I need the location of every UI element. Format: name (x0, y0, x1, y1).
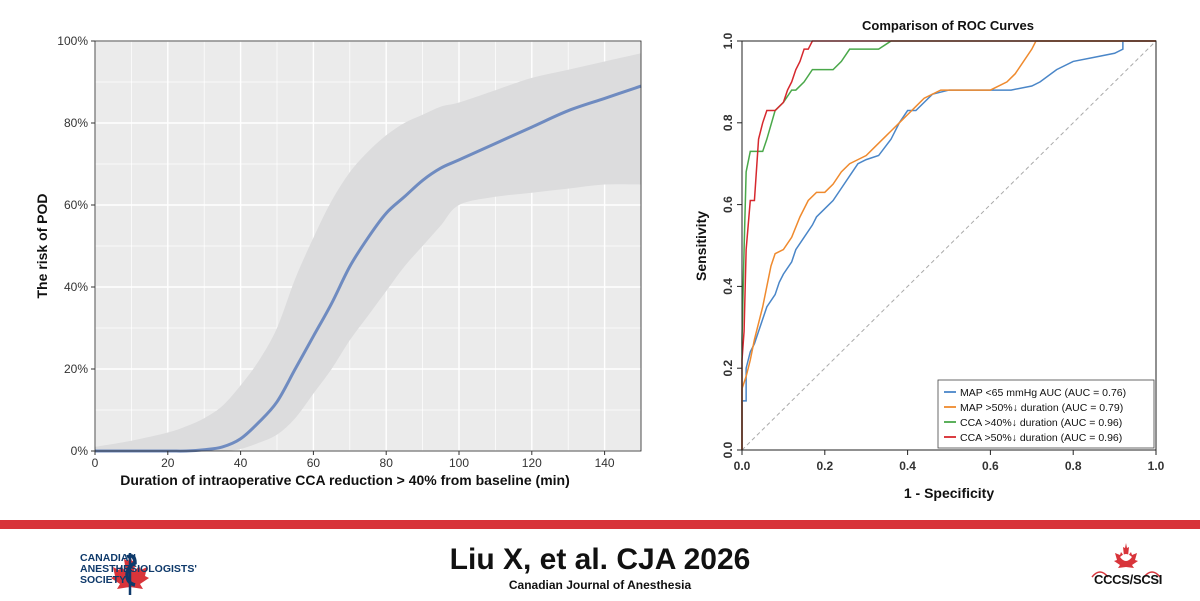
legend-label: CCA >40%↓ duration (AUC = 0.96) (960, 417, 1122, 429)
x-tick-labels: 0 20 40 60 80 100 120 140 (92, 451, 615, 470)
y-tick-label: 0.4 (721, 278, 735, 295)
y-tick-label: 40% (64, 280, 88, 294)
roc-curve (741, 40, 1156, 450)
cas-logo-icon (111, 553, 149, 596)
journal-name: Canadian Journal of Anesthesia (508, 578, 692, 592)
x-tick-label: 0.6 (982, 459, 999, 473)
x-axis-label: Duration of intraoperative CCA reduction… (120, 472, 570, 488)
roc-chart: Comparison of ROC Curves 0.0 0.2 0.4 0.6 0.8… (693, 18, 1165, 501)
footer-red-bar (0, 520, 1200, 529)
footer: CANADIAN ANESTHESIOLOGISTS' SOCIETY Liu … (0, 529, 1200, 601)
risk-curve (94, 84, 642, 453)
reference-diagonal (741, 40, 1157, 451)
confidence-band (95, 53, 641, 452)
y-tick-label: 20% (64, 362, 88, 376)
society-name-line: ANESTHESIOLOGISTS' (80, 563, 197, 575)
x-axis-label: 1 - Specificity (904, 485, 994, 501)
y-tick-label: 100% (57, 34, 88, 48)
partner-logo-text: CCCS/SCSI (1094, 572, 1163, 587)
x-tick-label: 60 (307, 456, 321, 470)
x-tick-label: 80 (380, 456, 394, 470)
roc-curve (741, 40, 1156, 450)
society-name-line: SOCIETY (80, 574, 127, 586)
citation: Liu X, et al. CJA 2026 (449, 543, 751, 576)
legend-box (937, 379, 1155, 449)
roc-curve (741, 40, 1156, 450)
x-tick-label: 140 (595, 456, 615, 470)
y-tick-label: 1.0 (721, 32, 735, 49)
roc-title: Comparison of ROC Curves (862, 18, 1034, 33)
legend-label: MAP <65 mmHg AUC (AUC = 0.76) (960, 387, 1126, 399)
x-tick-label: 1.0 (1148, 459, 1165, 473)
y-tick-label: 80% (64, 116, 88, 130)
x-tick-label: 0.0 (734, 459, 751, 473)
plot-border (94, 40, 642, 452)
society-name-line: CANADIAN (80, 552, 136, 564)
roc-plot-border (741, 40, 1157, 451)
y-axis-label: The risk of POD (34, 193, 50, 298)
x-tick-label: 100 (449, 456, 469, 470)
pod-risk-chart: 0% 20% 40% 60% 80% 100% 0 20 40 60 80 100 120 140 Du… (34, 34, 642, 488)
legend-label: MAP >50%↓ duration (AUC = 0.79) (960, 402, 1123, 414)
x-tick-label: 0 (92, 456, 99, 470)
y-tick-label: 0.6 (721, 196, 735, 213)
society-name: CANADIAN ANESTHESIOLOGISTS' SOCIETY (80, 553, 197, 586)
y-ticks: 0.0 0.2 0.4 0.6 0.8 1.0 (721, 32, 742, 458)
x-tick-label: 0.2 (816, 459, 833, 473)
y-tick-label: 0.0 (721, 441, 735, 458)
roc-series (741, 40, 1156, 450)
cccs-logo-icon (1091, 543, 1161, 578)
y-tick-label: 0.2 (721, 360, 735, 377)
legend-label: CCA >50%↓ duration (AUC = 0.96) (960, 432, 1122, 444)
x-tick-label: 40 (234, 456, 248, 470)
y-tick-labels: 0% 20% 40% 60% 80% 100% (57, 34, 95, 458)
y-tick-label: 0% (71, 444, 89, 458)
y-tick-label: 60% (64, 198, 88, 212)
legend: MAP <65 mmHg AUC (AUC = 0.76) MAP >50%↓ d… (937, 379, 1155, 449)
y-tick-label: 0.8 (721, 114, 735, 131)
x-tick-label: 120 (522, 456, 542, 470)
x-tick-label: 0.4 (899, 459, 916, 473)
y-axis-label: Sensitivity (693, 211, 709, 281)
x-tick-label: 20 (161, 456, 175, 470)
x-tick-label: 0.8 (1065, 459, 1082, 473)
roc-curve (741, 40, 1156, 450)
x-ticks: 0.0 0.2 0.4 0.6 0.8 1.0 (734, 450, 1165, 473)
